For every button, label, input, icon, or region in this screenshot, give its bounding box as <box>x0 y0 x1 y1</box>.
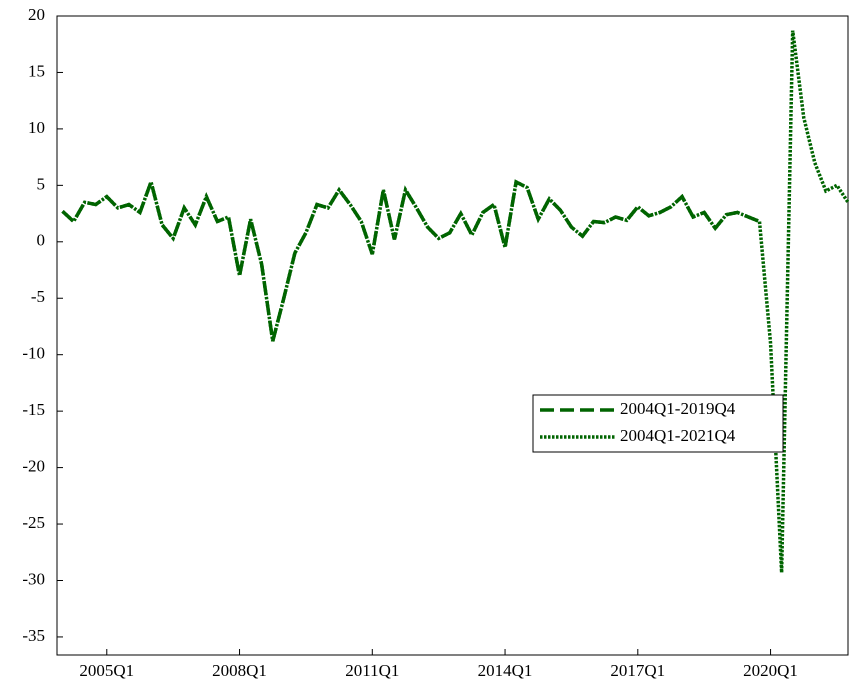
x-tick-label: 2020Q1 <box>743 661 798 680</box>
x-tick-label: 2014Q1 <box>478 661 533 680</box>
y-tick-label: -10 <box>22 344 45 363</box>
plot-frame <box>56 15 849 656</box>
y-tick-label: -5 <box>31 287 45 306</box>
x-tick-label: 2008Q1 <box>212 661 267 680</box>
y-tick-label: -15 <box>22 400 45 419</box>
legend-box <box>532 394 784 453</box>
y-tick-label: -35 <box>22 626 45 645</box>
x-tick-label: 2011Q1 <box>345 661 399 680</box>
legend-label: 2004Q1-2021Q4 <box>620 426 736 445</box>
series-line <box>61 30 849 573</box>
y-tick-label: 5 <box>37 174 46 193</box>
series-line <box>61 176 761 342</box>
legend-label: 2004Q1-2019Q4 <box>620 399 736 418</box>
x-tick-label: 2017Q1 <box>610 661 665 680</box>
y-tick-label: -30 <box>22 569 45 588</box>
x-tick-label: 2005Q1 <box>79 661 134 680</box>
y-tick-label: -25 <box>22 513 45 532</box>
y-tick-label: -20 <box>22 456 45 475</box>
y-tick-label: 20 <box>28 5 45 24</box>
y-tick-label: 15 <box>28 61 45 80</box>
y-tick-label: 10 <box>28 118 45 137</box>
y-tick-label: 0 <box>37 231 46 250</box>
